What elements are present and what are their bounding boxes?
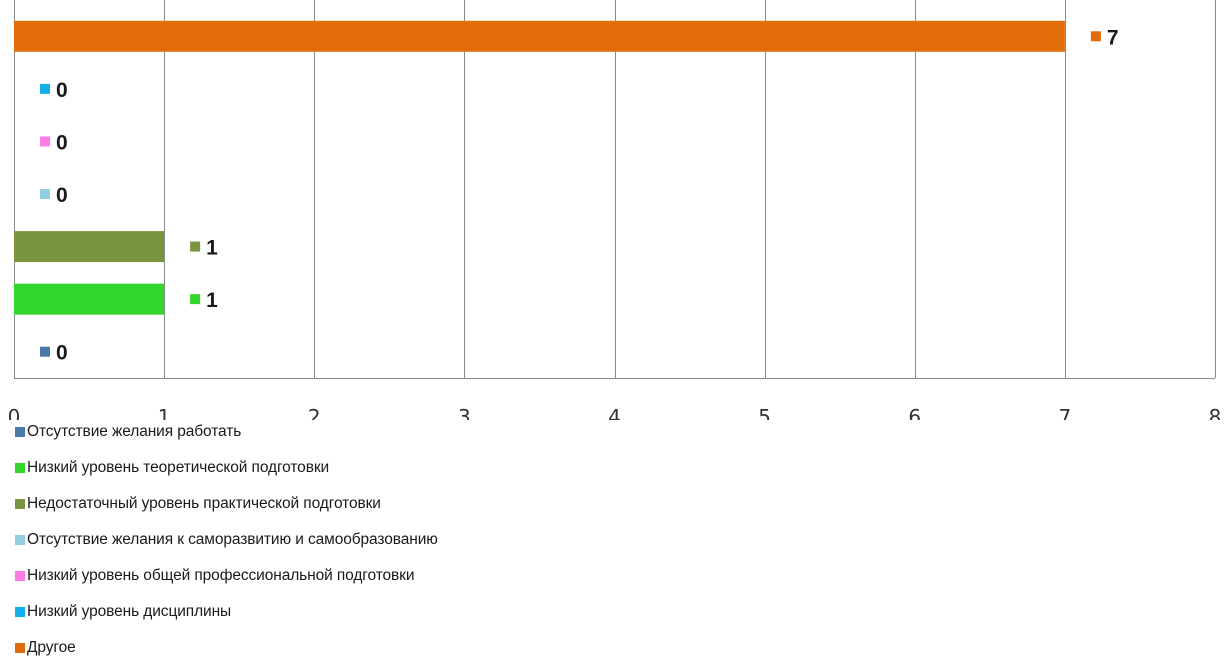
- grid-lines: [14, 0, 1216, 378]
- data-label: 7: [1107, 26, 1119, 49]
- data-label: 0: [56, 131, 68, 154]
- x-tick-label: 4: [608, 405, 621, 420]
- data-label: 0: [56, 342, 68, 365]
- x-tick-label: 3: [458, 405, 471, 420]
- legend-label: Низкий уровень общей профессиональной по…: [27, 567, 415, 584]
- legend-item: Низкий уровень дисциплины: [15, 600, 438, 636]
- legend-label: Недостаточный уровень практической подго…: [27, 495, 381, 512]
- data-label: 1: [206, 289, 218, 312]
- legend-swatch: [15, 463, 25, 473]
- bar: [14, 283, 165, 315]
- legend: Отсутствие желания работать Низкий уровен…: [15, 420, 438, 672]
- x-tick-label: 1: [158, 405, 171, 420]
- legend-swatch: [15, 499, 25, 509]
- legend-item: Низкий уровень общей профессиональной по…: [15, 564, 438, 600]
- legend-item: Низкий уровень теоретической подготовки: [15, 456, 438, 492]
- x-tick-label: 6: [908, 405, 921, 420]
- legend-label: Низкий уровень теоретической подготовки: [27, 459, 330, 476]
- x-tick-label: 7: [1059, 405, 1072, 420]
- data-labels: 0 1 1 0 0 0 7: [40, 26, 1119, 365]
- data-label-marker: [40, 189, 50, 199]
- x-tick-label: 2: [308, 405, 321, 420]
- x-tick-label: 5: [758, 405, 771, 420]
- legend-swatch: [15, 643, 25, 653]
- data-label: 0: [56, 79, 68, 102]
- legend-item: Отсутствие желания работать: [15, 420, 438, 456]
- data-label: 1: [206, 237, 218, 260]
- bar-chart: 0 1 1 0 0 0 7 0 1 2 3 4 5 6 7 8: [8, 0, 1222, 420]
- data-label-marker: [190, 241, 201, 252]
- bar: [14, 20, 1065, 52]
- legend-item: Отсутствие желания к саморазвитию и само…: [15, 528, 438, 564]
- x-axis-ticks: 0 1 2 3 4 5 6 7 8: [8, 405, 1222, 420]
- legend-label: Другое: [27, 639, 76, 656]
- x-tick-label: 0: [8, 405, 21, 420]
- legend-swatch: [15, 607, 25, 617]
- data-label-marker: [40, 136, 50, 147]
- legend-swatch: [15, 427, 25, 437]
- legend-item: Недостаточный уровень практической подго…: [15, 492, 438, 528]
- data-label-marker: [40, 346, 50, 357]
- bars: [14, 20, 1065, 315]
- data-label-marker: [190, 294, 201, 305]
- legend-label: Отсутствие желания работать: [27, 423, 242, 440]
- legend-label: Низкий уровень дисциплины: [27, 603, 232, 620]
- data-label-marker: [40, 83, 50, 94]
- bar: [14, 231, 165, 263]
- x-tick-label: 8: [1209, 405, 1222, 420]
- legend-swatch: [15, 571, 25, 581]
- legend-swatch: [15, 535, 25, 545]
- data-label: 0: [56, 184, 68, 207]
- data-label-marker: [1090, 31, 1101, 42]
- legend-label: Отсутствие желания к саморазвитию и само…: [27, 531, 438, 548]
- legend-item: Другое: [15, 636, 438, 672]
